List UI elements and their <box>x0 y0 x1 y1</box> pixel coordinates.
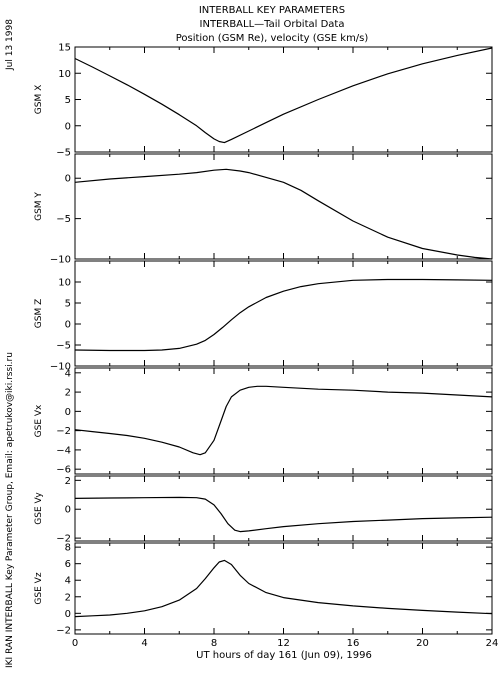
panel-6-series-line <box>74 559 493 618</box>
panel-3-series-line <box>74 278 493 352</box>
panel-6-ytick-label: 0 <box>65 609 71 620</box>
panel-3-ylabel: GSM Z <box>34 299 44 328</box>
panel-4-ytick-label: 0 <box>65 407 71 418</box>
panel-1-ytick-label: 5 <box>65 95 71 106</box>
panel-4-ytick-label: 2 <box>65 388 71 399</box>
x-tick-label: 12 <box>277 638 290 649</box>
panel-2-ytick-label: 0 <box>65 174 71 185</box>
panel-4-ytick-label: −6 <box>56 465 71 476</box>
panel-1-ytick-label: 10 <box>58 69 71 80</box>
panel-5-frame <box>74 475 493 542</box>
panel-2-frame <box>74 153 493 260</box>
side-credit: IKI RAN INTERBALL Key Parameter Group, E… <box>5 352 15 668</box>
panel-1-ytick-label: 15 <box>58 43 71 54</box>
panel-1-ytick-label: 0 <box>65 121 71 132</box>
panel-3-ytick-label: 0 <box>65 320 71 331</box>
panel-3-ytick-label: 10 <box>58 278 71 289</box>
x-tick-label: 0 <box>72 638 78 649</box>
panel-1-series-line <box>74 47 493 144</box>
title-line-3: Position (GSM Re), velocity (GSE km/s) <box>176 33 369 44</box>
x-tick-label: 8 <box>211 638 217 649</box>
title-line-2: INTERBALL—Tail Orbital Data <box>200 19 345 30</box>
panel-6-ylabel: GSE Vz <box>34 572 44 604</box>
panel-2-series-line <box>74 168 493 260</box>
x-tick-label: 24 <box>486 638 499 649</box>
panel-4-series-line <box>74 385 493 456</box>
panel-6-ytick-label: 8 <box>65 543 71 554</box>
panel-3-ytick-label: −10 <box>50 362 71 373</box>
panel-6-ytick-label: 2 <box>65 592 71 603</box>
panel-5-ytick-label: −2 <box>56 534 71 545</box>
panel-2-ylabel: GSM Y <box>34 192 44 221</box>
title-line-1: INTERBALL KEY PARAMETERS <box>199 5 345 16</box>
panel-6-ytick-label: 4 <box>65 576 71 587</box>
x-tick-label: 16 <box>347 638 360 649</box>
panel-4-frame <box>74 367 493 475</box>
panel-4-ytick-label: −4 <box>56 445 71 456</box>
panel-5-ytick-label: 0 <box>65 505 71 516</box>
panels-group: −5 0 5 10 15 GSM X −10 −5 0 GSM Y −10 −5 0 5 10 GSM Z −6… <box>34 43 498 650</box>
panel-4-ytick-label: 4 <box>65 368 71 379</box>
panel-1-frame <box>74 46 493 153</box>
panel-1-ytick-label: −5 <box>56 148 71 159</box>
panel-6-frame <box>74 542 493 635</box>
panel-3-ytick-label: 5 <box>65 299 71 310</box>
panel-4-ylabel: GSE Vx <box>34 404 44 437</box>
panel-6-ytick-label: 6 <box>65 559 71 570</box>
panel-2-ytick-label: −10 <box>50 255 71 266</box>
x-tick-label: 4 <box>141 638 147 649</box>
panel-5-series-line <box>74 496 493 533</box>
side-date: Jul 13 1998 <box>5 19 15 71</box>
panel-5-ylabel: GSE Vy <box>34 492 44 525</box>
x-tick-label: 20 <box>416 638 429 649</box>
panel-6-ytick-label: −2 <box>56 625 71 636</box>
panel-5-ytick-label: 2 <box>65 476 71 487</box>
panel-1-ylabel: GSM X <box>34 85 44 114</box>
panel-4-ytick-label: −2 <box>56 426 71 437</box>
panel-2-ytick-label: −5 <box>56 214 71 225</box>
x-axis-label: UT hours of day 161 (Jun 09), 1996 <box>196 650 372 661</box>
panel-3-ytick-label: −5 <box>56 341 71 352</box>
